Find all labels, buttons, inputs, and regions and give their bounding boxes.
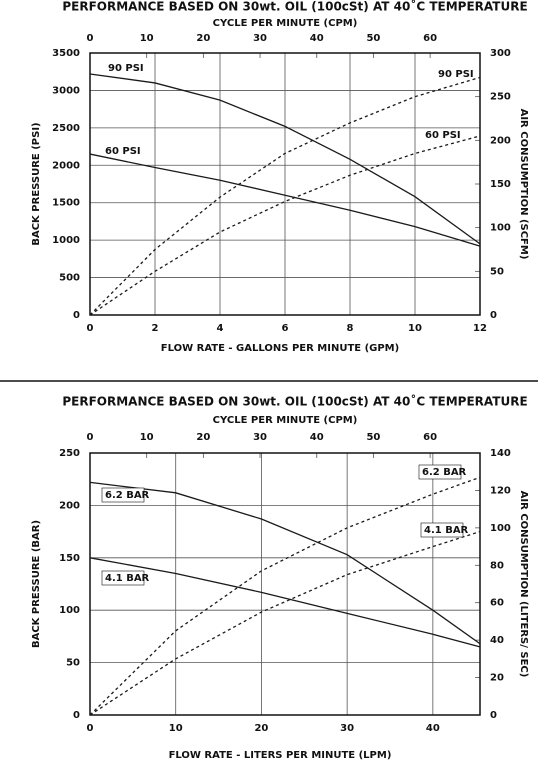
series-line: [89, 557, 481, 648]
plot-frame: [89, 452, 481, 716]
series-label: 60 PSI: [105, 146, 141, 157]
y2-tick-label: 20: [490, 673, 504, 684]
x2-tick-label: 50: [366, 33, 380, 44]
y2-tick-label: 0: [490, 310, 497, 321]
x-tick-label: 12: [473, 323, 487, 334]
y2-tick-label: 250: [490, 92, 511, 103]
series-label: 90 PSI: [438, 69, 474, 80]
x-tick-label: 8: [347, 323, 354, 334]
x2-tick-label: 30: [253, 432, 267, 443]
y-axis-title: BACK PRESSURE (PSI): [31, 122, 42, 245]
y2-tick-label: 100: [490, 223, 511, 234]
y2-tick-label: 140: [490, 448, 511, 459]
y-tick-label: 200: [59, 500, 80, 511]
series-label: 60 PSI: [425, 130, 461, 141]
y-tick-label: 150: [59, 553, 80, 564]
y2-tick-label: 300: [490, 48, 511, 59]
x-tick-label: 4: [217, 323, 224, 334]
x-tick-label: 0: [87, 723, 94, 734]
series-line: [89, 153, 481, 247]
y-tick-label: 2000: [52, 160, 80, 171]
x2-tick-label: 40: [310, 432, 324, 443]
y-axis-title: BACK PRESSURE (BAR): [31, 520, 42, 648]
y-tick-label: 50: [66, 658, 80, 669]
y-tick-label: 2500: [52, 123, 80, 134]
label-box: [101, 570, 145, 586]
label-box: [420, 522, 464, 538]
x2-tick-label: 30: [253, 33, 267, 44]
y2-tick-label: 60: [490, 598, 504, 609]
x2-tick-label: 0: [87, 33, 94, 44]
x-tick-label: 6: [282, 323, 289, 334]
series-line: [89, 135, 481, 316]
x-tick-label: 10: [169, 723, 183, 734]
label-box: [418, 464, 462, 480]
y-tick-label: 0: [73, 710, 80, 721]
series-label: 4.1 BAR: [424, 525, 469, 536]
y-tick-label: 1000: [52, 235, 80, 246]
y-tick-label: 100: [59, 605, 80, 616]
series-line: [89, 530, 481, 716]
x2-axis-title: CYCLE PER MINUTE (CPM): [213, 18, 358, 29]
y2-tick-label: 150: [490, 179, 511, 190]
y2-axis-title: AIR CONSUMPTION (LITERS/ SEC): [518, 491, 529, 678]
x-tick-label: 30: [340, 723, 354, 734]
x2-tick-label: 10: [140, 33, 154, 44]
y2-tick-label: 120: [490, 485, 511, 496]
x2-tick-label: 60: [423, 33, 437, 44]
x2-tick-label: 60: [423, 432, 437, 443]
x2-tick-label: 50: [366, 432, 380, 443]
series-label: 6.2 BAR: [105, 490, 150, 501]
y2-tick-label: 100: [490, 523, 511, 534]
y2-tick-label: 200: [490, 135, 511, 146]
series-label: 4.1 BAR: [105, 573, 150, 584]
plot-frame: [89, 52, 481, 316]
x2-tick-label: 20: [196, 432, 210, 443]
y2-tick-label: 80: [490, 560, 504, 571]
label-box: [101, 487, 145, 503]
x-tick-label: 40: [426, 723, 440, 734]
series-line: [89, 73, 481, 245]
y-tick-label: 1500: [52, 198, 80, 209]
x-tick-label: 10: [408, 323, 422, 334]
y-tick-label: 0: [73, 310, 80, 321]
y2-tick-label: 50: [490, 266, 504, 277]
x2-tick-label: 0: [87, 432, 94, 443]
x-tick-label: 20: [254, 723, 268, 734]
x-tick-label: 2: [152, 323, 159, 334]
x2-tick-label: 20: [196, 33, 210, 44]
x-axis-title: FLOW RATE - LITERS PER MINUTE (LPM): [169, 750, 392, 761]
y2-axis-title: AIR CONSUMPTION (SCFM): [518, 109, 529, 260]
series-label: 6.2 BAR: [422, 467, 467, 478]
chart-title: PERFORMANCE BASED ON 30wt. OIL (100cSt) …: [62, 0, 527, 14]
y-tick-label: 3000: [52, 85, 80, 96]
series-line: [89, 476, 481, 716]
y-tick-label: 3500: [52, 48, 80, 59]
x2-tick-label: 40: [310, 33, 324, 44]
y-tick-label: 250: [59, 448, 80, 459]
y2-tick-label: 0: [490, 710, 497, 721]
x2-axis-title: CYCLE PER MINUTE (CPM): [213, 415, 358, 426]
y2-tick-label: 40: [490, 635, 504, 646]
series-label: 90 PSI: [108, 63, 144, 74]
x-axis-title: FLOW RATE - GALLONS PER MINUTE (GPM): [161, 343, 399, 354]
series-line: [89, 481, 481, 645]
x2-tick-label: 10: [140, 432, 154, 443]
x-tick-label: 0: [87, 323, 94, 334]
series-line: [89, 76, 481, 316]
y-tick-label: 500: [59, 273, 80, 284]
chart-title: PERFORMANCE BASED ON 30wt. OIL (100cSt) …: [62, 394, 527, 409]
